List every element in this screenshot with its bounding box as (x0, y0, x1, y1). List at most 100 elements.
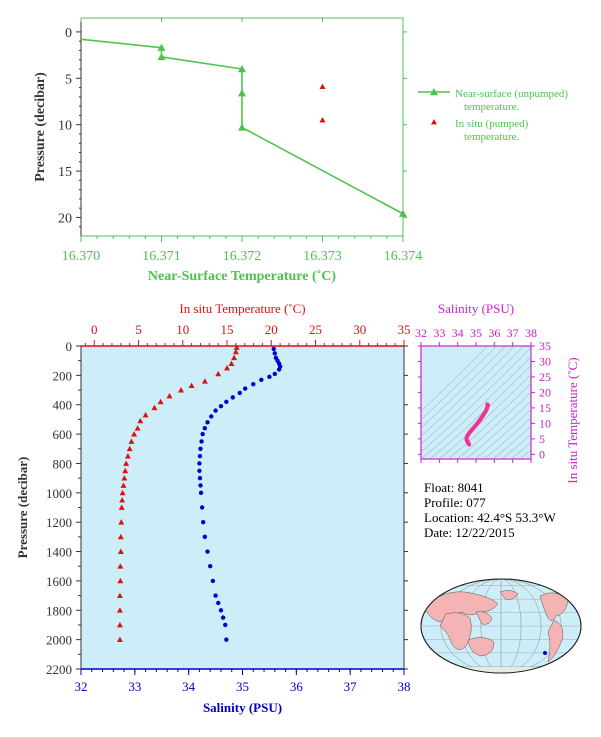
y-tick-label: 2200 (46, 662, 72, 677)
float-info-panel: Float: 8041 Profile: 077 Location: 42.4°… (424, 480, 556, 540)
salinity-point (259, 378, 263, 382)
map-antarctica (421, 667, 581, 675)
x-tick-label: 16.370 (62, 249, 101, 264)
float-location-marker (543, 651, 547, 655)
bottom-tick-label: 33 (128, 679, 141, 694)
bottom-tick-label: 34 (182, 679, 196, 694)
salinity-point (224, 637, 228, 641)
y-tick-label: 600 (53, 427, 73, 442)
near-surface-point (399, 210, 407, 217)
salinity-point (211, 579, 215, 583)
y-tick-label: 20 (58, 211, 72, 226)
top-tick-label: 25 (309, 322, 322, 337)
y-tick-label: 15 (58, 165, 72, 180)
world-map (421, 579, 581, 675)
salinity-point (213, 408, 217, 412)
near-surface-point (158, 53, 166, 60)
ts-y-tick-label: 20 (539, 385, 551, 399)
salinity-point (216, 601, 220, 605)
y-axis-label: Pressure (decibar) (33, 72, 48, 182)
profile-number: Profile: 077 (424, 495, 556, 510)
salinity-point (208, 564, 212, 568)
legend-line-1: Near-surface (unpumped) (455, 88, 568, 100)
ts-x-tick-label: 38 (525, 326, 537, 340)
bottom-tick-label: 38 (398, 679, 411, 694)
salinity-point (251, 382, 255, 386)
y-tick-label: 0 (66, 339, 73, 354)
date: Date: 12/22/2015 (424, 525, 556, 540)
salinity-point (267, 375, 271, 379)
salinity-point (197, 469, 201, 473)
profile-chart: 0200400600800100012001400160018002000220… (15, 301, 411, 715)
salinity-point (219, 404, 223, 408)
salinity-point (272, 347, 276, 351)
salinity-point (198, 447, 202, 451)
salinity-point (198, 483, 202, 487)
y-tick-label: 2000 (46, 633, 72, 648)
salinity-point (203, 426, 207, 430)
ts-y-axis-label: In situ Temperature (˚C) (565, 357, 580, 483)
x-axis-label: Near-Surface Temperature (˚C) (148, 269, 337, 284)
ts-y-tick-label: 25 (539, 370, 551, 384)
salinity-point (200, 432, 204, 436)
legend-line-2: temperature. (464, 101, 520, 113)
bottom-tick-label: 35 (236, 679, 249, 694)
salinity-point (221, 615, 225, 619)
bottom-tick-label: 36 (290, 679, 304, 694)
salinity-point (199, 439, 203, 443)
salinity-point (199, 491, 203, 495)
ts-x-tick-label: 33 (433, 326, 445, 340)
x-tick-label: 16.371 (142, 249, 181, 264)
plot-background (81, 346, 404, 669)
near-surface-point (238, 89, 246, 96)
legend: Near-surface (unpumped)temperature.In si… (418, 88, 568, 143)
y-axis-label: Pressure (decibar) (15, 457, 30, 559)
y-tick-label: 800 (53, 456, 73, 471)
ts-y-tick-label: 5 (539, 432, 545, 446)
top-axis-label: In situ Temperature (˚C) (179, 301, 305, 316)
salinity-point (203, 535, 207, 539)
ts-y-tick-label: 10 (539, 416, 551, 430)
bottom-tick-label: 37 (344, 679, 358, 694)
top-tick-label: 10 (176, 322, 189, 337)
salinity-point (213, 593, 217, 597)
ts-y-tick-label: 15 (539, 401, 551, 415)
salinity-point (277, 367, 281, 371)
ts-plot-frame (421, 346, 531, 459)
y-tick-label: 400 (53, 398, 73, 413)
x-tick-label: 16.372 (223, 249, 262, 264)
y-tick-label: 5 (65, 72, 72, 87)
x-tick-label: 16.373 (303, 249, 342, 264)
ts-y-tick-label: 0 (539, 447, 545, 461)
ts-point (485, 403, 489, 407)
salinity-point (243, 386, 247, 390)
salinity-point (273, 351, 277, 355)
float-id: Float: 8041 (424, 480, 556, 495)
y-tick-label: 1000 (46, 486, 72, 501)
in-situ-point (320, 84, 326, 89)
salinity-point (198, 476, 202, 480)
top-tick-label: 5 (135, 322, 142, 337)
top-tick-label: 0 (91, 322, 98, 337)
ts-y-tick-label: 35 (539, 339, 551, 353)
in-situ-point (320, 117, 326, 122)
ts-x-tick-label: 37 (507, 326, 519, 340)
salinity-point (238, 391, 242, 395)
salinity-point (198, 454, 202, 458)
ts-x-tick-label: 32 (415, 326, 427, 340)
legend-line-2: temperature. (464, 131, 520, 143)
y-tick-label: 1600 (46, 574, 72, 589)
salinity-point (200, 505, 204, 509)
y-tick-label: 0 (65, 26, 72, 41)
location: Location: 42.4°S 53.3°W (424, 510, 556, 525)
salinity-point (205, 549, 209, 553)
y-tick-label: 1200 (46, 515, 72, 530)
salinity-point (209, 414, 213, 418)
legend-marker-in-situ (431, 119, 437, 124)
top-tick-label: 15 (221, 322, 234, 337)
near-surface-point (238, 123, 246, 130)
legend-label-near-surface: Near-surface (unpumped)temperature. (455, 88, 568, 113)
